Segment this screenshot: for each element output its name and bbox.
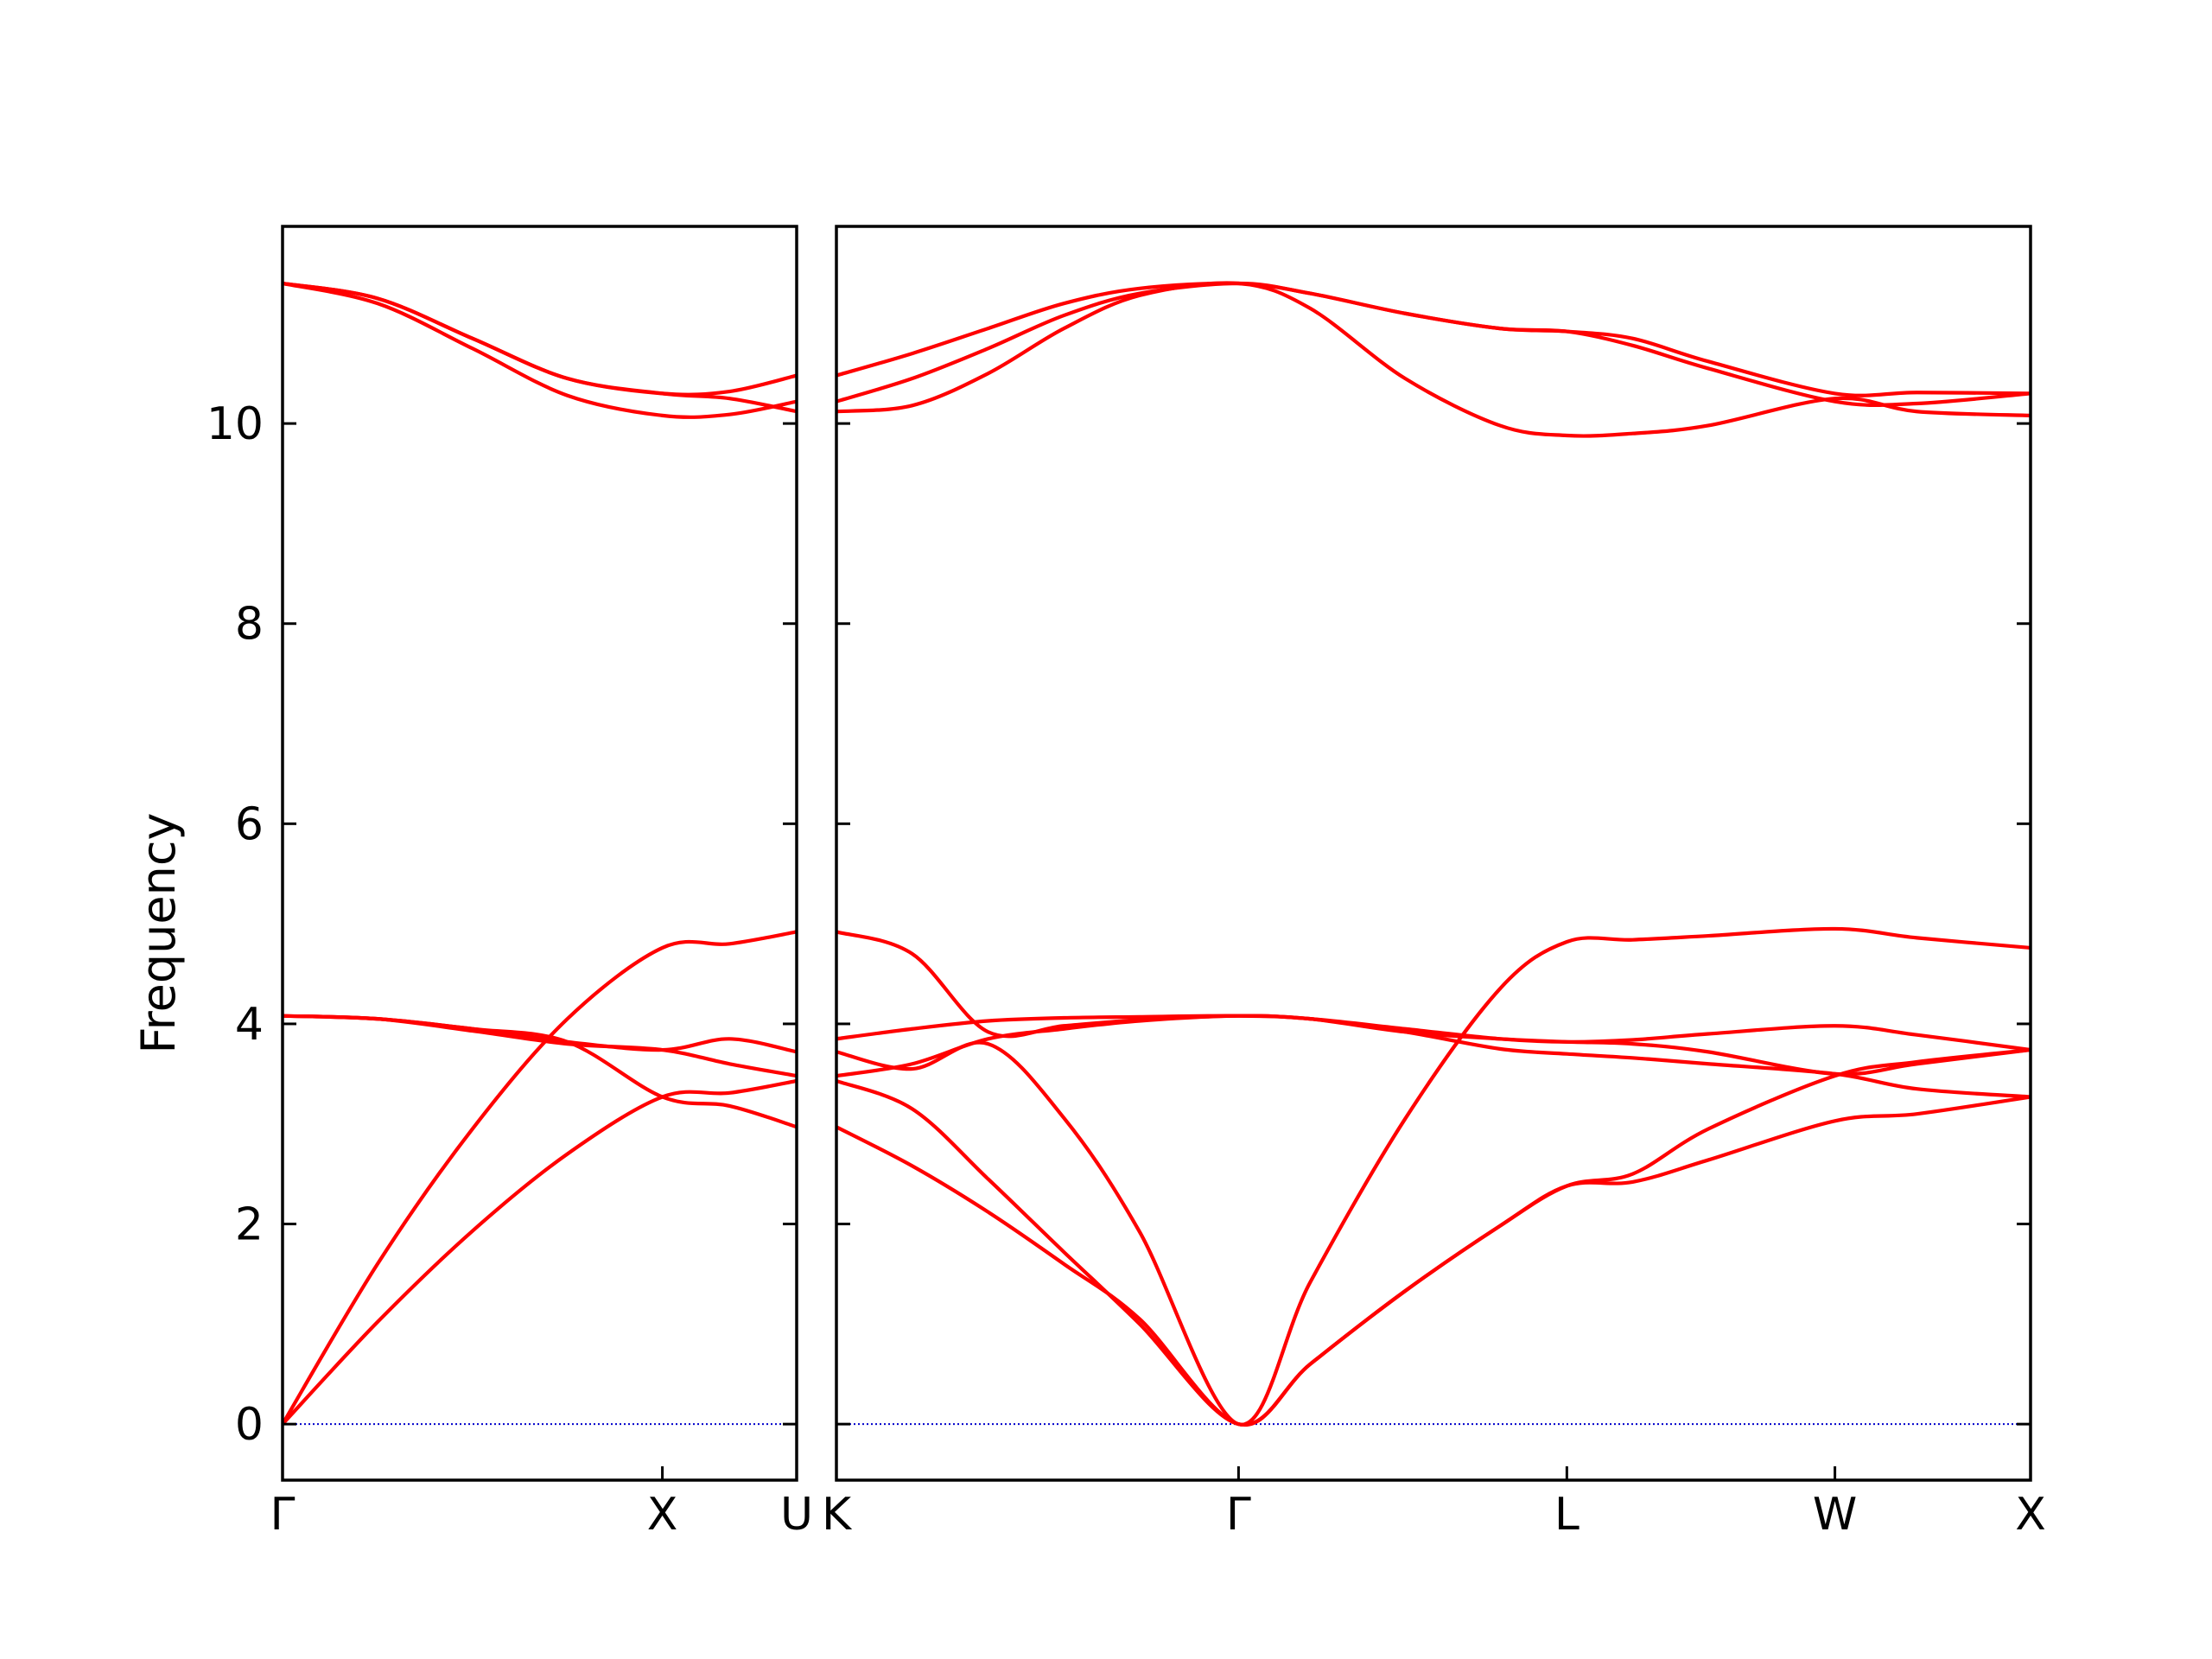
x-tick-label: K bbox=[822, 1489, 853, 1541]
x-tick-label: Γ bbox=[1226, 1489, 1251, 1541]
y-tick-label: 2 bbox=[235, 1199, 264, 1251]
x-tick-label: Γ bbox=[270, 1489, 296, 1541]
band-line-4 bbox=[836, 1014, 2031, 1078]
band-line-1 bbox=[836, 1095, 2031, 1427]
y-tick-labels: 0 2 4 6 8 10 bbox=[207, 398, 264, 1451]
y-tick-label: 10 bbox=[207, 398, 264, 450]
y-axis-label: Frequency bbox=[131, 813, 186, 1054]
band-line-2 bbox=[283, 930, 797, 1427]
x-tick-label: W bbox=[1813, 1489, 1857, 1541]
x-tick-label: U bbox=[780, 1489, 813, 1541]
band-line-8 bbox=[283, 281, 797, 414]
band-line-1 bbox=[283, 1078, 797, 1427]
band-line-3 bbox=[836, 926, 2031, 1427]
y-tick-label: 0 bbox=[235, 1399, 264, 1451]
band-line-2 bbox=[836, 1047, 2031, 1427]
x-tick-label: L bbox=[1554, 1489, 1580, 1541]
x-tick-label: X bbox=[2015, 1489, 2046, 1541]
band-line-7 bbox=[283, 281, 797, 419]
band-line-4 bbox=[283, 1014, 797, 1129]
band-line-7 bbox=[836, 281, 2031, 438]
band-line-9 bbox=[836, 281, 2031, 397]
band-line-6 bbox=[836, 930, 2031, 1077]
panel-frame bbox=[835, 225, 2032, 1482]
panel-frame bbox=[281, 225, 798, 1482]
y-tick-label: 8 bbox=[235, 599, 264, 651]
x-tick-label: X bbox=[647, 1489, 678, 1541]
band-line-5 bbox=[283, 1014, 797, 1078]
y-tick-label: 6 bbox=[235, 798, 264, 850]
band-line-8 bbox=[836, 281, 2031, 408]
y-tick-label: 4 bbox=[235, 999, 264, 1051]
